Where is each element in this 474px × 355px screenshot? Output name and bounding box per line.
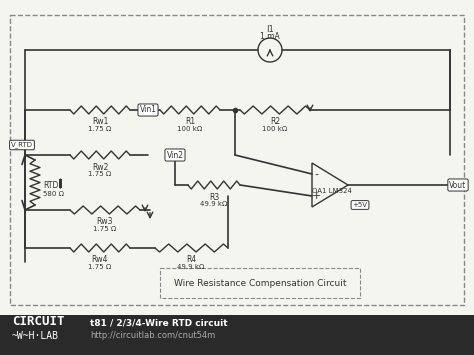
Text: 580 Ω: 580 Ω — [43, 191, 64, 197]
Text: CIRCUIT: CIRCUIT — [12, 315, 64, 328]
Text: t81 / 2/3/4-Wire RTD circuit: t81 / 2/3/4-Wire RTD circuit — [90, 318, 228, 327]
Text: http://circuitlab.com/cnut54m: http://circuitlab.com/cnut54m — [90, 331, 215, 340]
Text: 100 kΩ: 100 kΩ — [263, 126, 288, 132]
Text: 49.9 kΩ: 49.9 kΩ — [177, 264, 205, 270]
Text: +5V: +5V — [353, 202, 367, 208]
Text: Rw1: Rw1 — [92, 118, 108, 126]
Text: 100 kΩ: 100 kΩ — [177, 126, 202, 132]
Text: R2: R2 — [270, 118, 280, 126]
Text: 1 mA: 1 mA — [260, 32, 280, 41]
Text: Vout: Vout — [449, 180, 466, 190]
Text: R3: R3 — [209, 192, 219, 202]
Text: Vin2: Vin2 — [166, 151, 183, 159]
Text: I1: I1 — [266, 25, 274, 34]
Text: Rw2: Rw2 — [92, 163, 108, 171]
Text: Rw3: Rw3 — [97, 218, 113, 226]
Text: V_RTD: V_RTD — [11, 142, 33, 148]
Text: OA1 LM324: OA1 LM324 — [312, 188, 352, 194]
Text: 1.75 Ω: 1.75 Ω — [93, 226, 117, 232]
Text: Wire Resistance Compensation Circuit: Wire Resistance Compensation Circuit — [174, 279, 346, 288]
Text: 1.75 Ω: 1.75 Ω — [88, 171, 111, 177]
Text: ~W~H·LAB: ~W~H·LAB — [12, 331, 59, 341]
Text: Rw4: Rw4 — [92, 256, 108, 264]
Text: -: - — [314, 169, 318, 179]
Text: Vin1: Vin1 — [139, 105, 156, 115]
Text: 49.9 kΩ: 49.9 kΩ — [201, 201, 228, 207]
Text: RTD: RTD — [43, 180, 58, 190]
Text: +: + — [311, 191, 321, 201]
Text: R4: R4 — [186, 256, 196, 264]
Text: 1.75 Ω: 1.75 Ω — [88, 264, 111, 270]
Text: 1.75 Ω: 1.75 Ω — [88, 126, 111, 132]
Text: R1: R1 — [185, 118, 195, 126]
FancyBboxPatch shape — [0, 315, 474, 355]
